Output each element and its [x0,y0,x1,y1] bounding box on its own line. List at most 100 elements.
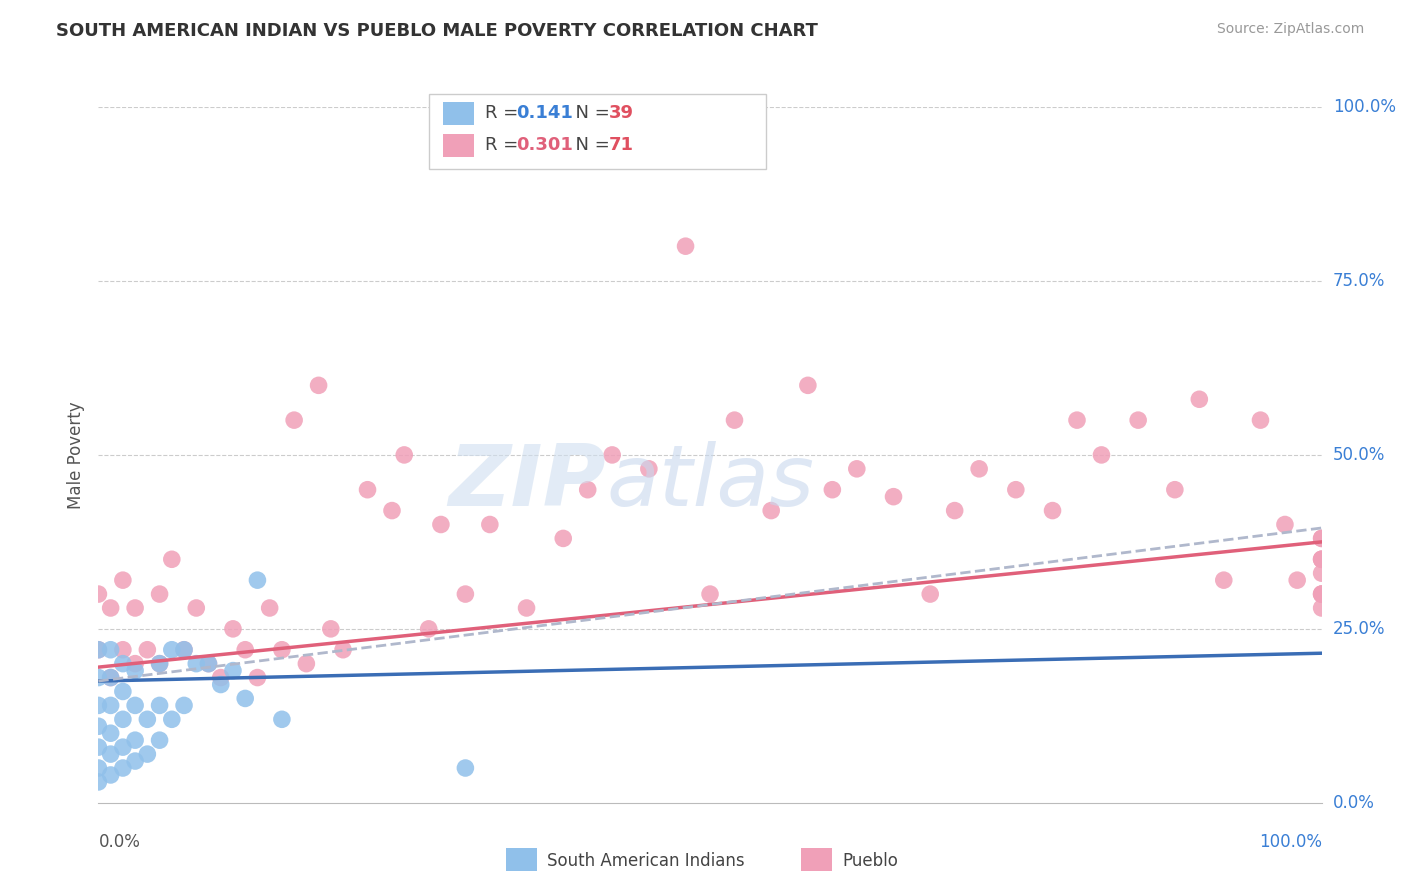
Point [1164,483,1187,497]
Point [381,503,404,517]
Point [136,712,159,726]
Point [1004,483,1026,497]
Point [821,483,844,497]
Text: ZIP: ZIP [449,442,606,524]
Point [87,719,110,733]
Point [87,740,110,755]
Point [723,413,745,427]
Point [418,622,440,636]
Point [149,698,172,713]
Point [1310,552,1333,566]
Point [149,733,172,747]
Point [160,552,183,566]
Point [576,483,599,497]
Point [478,517,501,532]
Point [283,413,305,427]
Point [209,677,232,691]
Point [124,657,146,671]
Point [173,698,195,713]
Point [149,587,172,601]
Point [246,671,269,685]
Text: N =: N = [564,136,616,154]
Point [332,642,354,657]
Point [124,754,146,768]
Point [100,671,122,685]
Point [1310,587,1333,601]
Point [1188,392,1211,407]
Point [87,642,110,657]
Point [1310,601,1333,615]
Point [100,698,122,713]
Point [100,726,122,740]
Point [1310,532,1333,546]
Point [1274,517,1296,532]
Point [233,691,256,706]
Point [173,642,195,657]
Point [319,622,342,636]
Point [136,747,159,761]
Point [699,587,721,601]
Point [111,712,134,726]
Point [392,448,416,462]
Point [111,657,134,671]
Point [100,768,122,782]
Point [637,462,661,476]
Text: 50.0%: 50.0% [1333,446,1385,464]
Text: South American Indians: South American Indians [547,852,745,870]
Point [356,483,378,497]
Text: 100.0%: 100.0% [1258,833,1322,851]
Point [761,503,783,517]
Point [943,503,966,517]
Point [173,642,195,657]
Point [100,671,122,685]
Text: 75.0%: 75.0% [1333,272,1385,290]
Point [883,490,905,504]
Point [160,712,183,726]
Text: Source: ZipAtlas.com: Source: ZipAtlas.com [1216,22,1364,37]
Point [553,532,575,546]
Point [222,664,245,678]
Point [111,573,134,587]
Text: R =: R = [485,104,524,122]
Point [100,642,122,657]
Point [87,587,110,601]
Point [920,587,942,601]
Point [87,642,110,657]
Point [87,761,110,775]
Point [246,573,269,587]
Text: 39: 39 [609,104,634,122]
Point [430,517,453,532]
Point [111,684,134,698]
Text: 71: 71 [609,136,634,154]
Point [136,642,159,657]
Point [1310,552,1333,566]
Point [1090,448,1112,462]
Point [600,448,623,462]
Text: 0.0%: 0.0% [98,833,141,851]
Point [209,671,232,685]
Point [186,601,208,615]
Point [87,775,110,789]
Point [124,601,146,615]
Text: 100.0%: 100.0% [1333,98,1396,116]
Point [967,462,990,476]
Text: 25.0%: 25.0% [1333,620,1385,638]
Point [454,761,477,775]
Text: 0.301: 0.301 [516,136,572,154]
Point [1310,587,1333,601]
Point [675,239,697,253]
Point [100,601,122,615]
Point [87,671,110,685]
Point [149,657,172,671]
Point [124,733,146,747]
Text: atlas: atlas [606,442,814,524]
Point [160,642,183,657]
Point [308,378,330,392]
Point [222,622,245,636]
Point [797,378,820,392]
Point [197,657,219,671]
Point [1212,573,1234,587]
Point [270,642,294,657]
Point [1249,413,1271,427]
Point [149,657,172,671]
